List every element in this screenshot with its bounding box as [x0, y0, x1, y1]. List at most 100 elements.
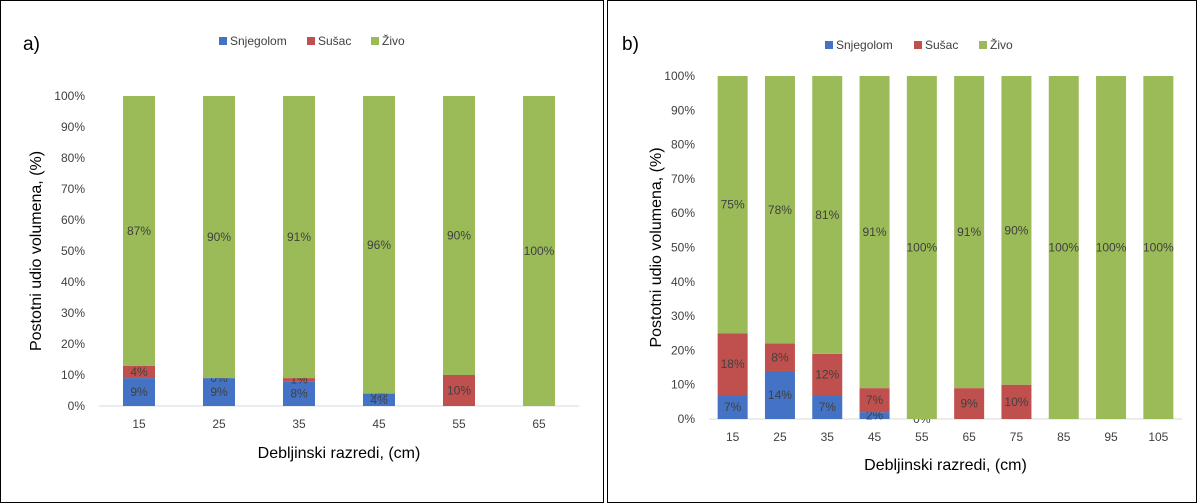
chart-b-data-label: 81% [815, 208, 839, 222]
chart-b-legend-swatch [979, 41, 987, 49]
chart-b-data-label: 90% [1004, 223, 1028, 237]
chart-a-y-tick-label: 80% [61, 151, 85, 165]
chart-b-legend-swatch [914, 41, 922, 49]
chart-b-data-label: 12% [815, 367, 839, 381]
chart-b-legend-label: Živo [990, 37, 1013, 52]
chart-b-y-tick-label: 70% [671, 172, 695, 186]
chart-b-x-axis-title: Debljinski razredi, (cm) [864, 457, 1027, 474]
chart-b-x-tick-label: 45 [868, 430, 882, 444]
chart-a-bar-snjegolom [363, 393, 395, 406]
chart-a-bar-ivo [523, 96, 555, 406]
chart-a-y-tick-label: 30% [61, 306, 85, 320]
chart-a-data-label: 96% [367, 238, 391, 252]
chart-b-data-label: 100% [1048, 241, 1079, 255]
chart-b-bar-snjegolom [859, 412, 890, 419]
chart-panel-a: a) Snjegolom Sušac Živo 0% 10% 20% 30% 40% 50% 60%… [0, 0, 604, 503]
chart-b-legend-swatch [825, 41, 833, 49]
chart-b-data-label: 100% [906, 241, 937, 255]
chart-b-data-label: 7% [819, 400, 837, 414]
chart-b-data-label: 75% [721, 198, 745, 212]
chart-b-bar-suac [717, 333, 748, 395]
chart-a-data-label: 4% [130, 365, 148, 379]
chart-a-bar-snjegolom [283, 381, 315, 406]
chart-a-legend-swatch [219, 37, 227, 45]
chart-b-x-tick-label: 95 [1104, 430, 1118, 444]
chart-b-bar-snjegolom [812, 394, 843, 419]
chart-a-bar-ivo [443, 96, 475, 375]
chart-a-bar-suac [123, 365, 155, 379]
chart-b-bar-suac [859, 388, 890, 413]
chart-a-legend-label: Živo [382, 33, 405, 48]
chart-a-data-label: 87% [127, 224, 151, 238]
chart-a-x-tick-label: 25 [212, 417, 226, 431]
chart-a-data-label: 4% [370, 393, 388, 407]
chart-a-data-label: 8% [290, 387, 308, 401]
chart-a-y-tick-label: 100% [54, 89, 85, 103]
chart-b-data-label: 78% [768, 203, 792, 217]
chart-b-bar-ivo [764, 76, 795, 344]
chart-b-y-tick-label: 90% [671, 103, 695, 117]
chart-b-data-label: 91% [957, 225, 981, 239]
chart-panel-b: b) Snjegolom Sušac Živo 0% 10% 20% 30% 40% 50% 60%… [607, 0, 1197, 503]
chart-b-x-tick-label: 75 [1010, 430, 1024, 444]
chart-a-svg: a) Snjegolom Sušac Živo 0% 10% 20% 30% 40% 50% 60%… [23, 33, 579, 462]
chart-b-y-tick-label: 20% [671, 343, 695, 357]
chart-a-y-tick-label: 40% [61, 275, 85, 289]
chart-b-y-tick-label: 30% [671, 309, 695, 323]
chart-b-data-label: 18% [721, 357, 745, 371]
chart-b-bar-ivo [1001, 76, 1032, 385]
chart-b-data-label: 7% [724, 400, 742, 414]
chart-a-data-label: 10% [447, 384, 471, 398]
chart-b-data-label: 100% [1143, 241, 1174, 255]
chart-a-x-tick-label: 55 [452, 417, 466, 431]
chart-a-data-label: 9% [130, 385, 148, 399]
chart-a-bar-suac [443, 375, 475, 406]
chart-b-x-tick-label: 35 [821, 430, 835, 444]
chart-a-x-tick-label: 65 [532, 417, 546, 431]
chart-b-y-tick-label: 10% [671, 378, 695, 392]
chart-a-y-tick-label: 0% [68, 399, 86, 413]
chart-b-data-label: 9% [960, 397, 978, 411]
chart-a-legend-label: Sušac [318, 34, 351, 48]
chart-a-y-tick-label: 70% [61, 182, 85, 196]
chart-b-bar-snjegolom [717, 394, 748, 419]
chart-a-legend-label: Snjegolom [230, 34, 287, 48]
chart-a-y-tick-label: 90% [61, 120, 85, 134]
chart-a-bar-ivo [203, 96, 235, 379]
chart-a-y-axis-title: Postotni udio volumena, (%) [28, 151, 45, 351]
chart-a-legend-swatch [307, 37, 315, 45]
chart-b-bar-suac [1001, 384, 1032, 419]
chart-a-x-tick-label: 15 [132, 417, 146, 431]
chart-b-svg: b) Snjegolom Sušac Živo 0% 10% 20% 30% 40% 50% 60%… [622, 34, 1182, 474]
chart-a-bar-ivo [123, 96, 155, 366]
chart-b-data-label: 14% [768, 388, 792, 402]
chart-b-bar-ivo [954, 76, 985, 389]
chart-a-y-tick-label: 10% [61, 368, 85, 382]
chart-a-data-label: 91% [287, 230, 311, 244]
chart-b-legend-label: Sušac [925, 38, 958, 52]
chart-b-bar-snjegolom [764, 370, 795, 419]
chart-b-bar-ivo [1048, 76, 1079, 419]
chart-b-legend-label: Snjegolom [836, 38, 893, 52]
chart-a-y-tick-label: 60% [61, 213, 85, 227]
chart-b-bar-ivo [906, 76, 937, 419]
chart-b-x-tick-label: 65 [962, 430, 976, 444]
chart-b-y-tick-label: 0% [678, 412, 696, 426]
chart-b-data-label: 7% [866, 393, 884, 407]
chart-a-panel-label: a) [23, 34, 40, 55]
chart-a-bar-snjegolom [203, 378, 235, 406]
chart-a-data-label: 90% [447, 229, 471, 243]
chart-b-bar-ivo [812, 76, 843, 354]
chart-b-bar-suac [812, 353, 843, 395]
chart-b-y-tick-label: 80% [671, 138, 695, 152]
chart-b-data-label: 10% [1004, 395, 1028, 409]
chart-b-bar-ivo [717, 76, 748, 334]
chart-b-y-axis-title: Postotni udio volumena, (%) [648, 147, 665, 347]
chart-a-bar-snjegolom [123, 378, 155, 406]
chart-b-bar-suac [764, 343, 795, 371]
chart-a-x-axis-title: Debljinski razredi, (cm) [258, 445, 421, 462]
chart-a-y-tick-label: 50% [61, 244, 85, 258]
chart-b-data-label: 8% [771, 350, 789, 364]
chart-b-x-tick-label: 105 [1148, 430, 1168, 444]
chart-b-x-tick-label: 85 [1057, 430, 1071, 444]
